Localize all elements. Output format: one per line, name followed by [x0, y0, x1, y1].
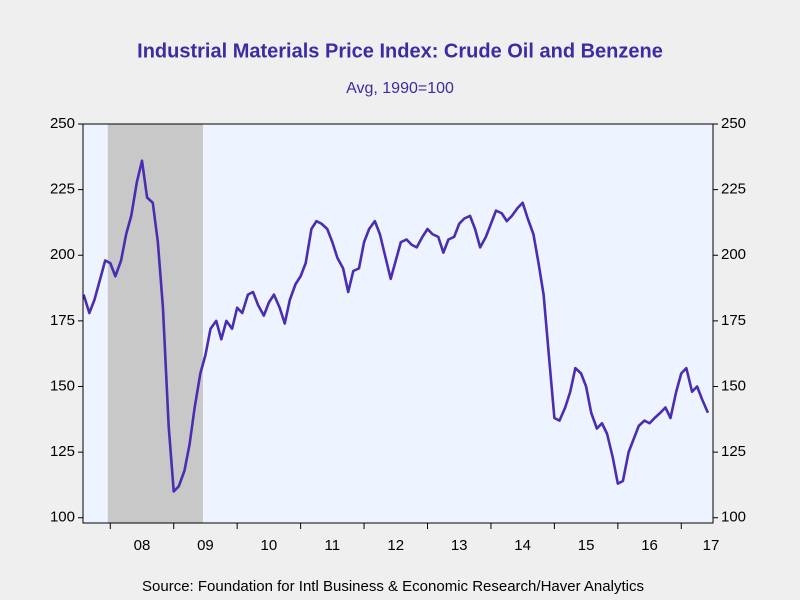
y-tick-label-left: 100 [50, 509, 75, 526]
x-tick-label: 13 [451, 537, 468, 554]
y-tick-label-right: 200 [721, 246, 746, 263]
x-tick-label: 17 [703, 537, 720, 554]
recession-band [107, 124, 203, 523]
x-tick-label: 15 [578, 537, 595, 554]
y-tick-label-left: 150 [50, 377, 75, 394]
chart-title: Industrial Materials Price Index: Crude … [137, 40, 663, 62]
y-tick-label-right: 250 [721, 115, 746, 132]
y-tick-label-right: 100 [721, 509, 746, 526]
y-tick-label-left: 125 [50, 443, 75, 460]
y-tick-label-left: 250 [50, 115, 75, 132]
y-tick-label-right: 150 [721, 377, 746, 394]
x-tick-label: 12 [387, 537, 404, 554]
y-tick-label-right: 225 [721, 181, 746, 198]
x-tick-label: 10 [261, 537, 278, 554]
source-note: Source: Foundation for Intl Business & E… [142, 578, 644, 595]
plot-frame [82, 123, 714, 524]
x-tick-label: 08 [134, 537, 151, 554]
price-line [82, 159, 710, 493]
y-tick-label-right: 125 [721, 443, 746, 460]
y-tick-label-left: 200 [50, 246, 75, 263]
x-tick-label: 09 [197, 537, 214, 554]
y-tick-label-left: 225 [50, 181, 75, 198]
chart-subtitle: Avg, 1990=100 [346, 80, 454, 97]
x-tick-label: 14 [514, 537, 531, 554]
x-tick-label: 16 [641, 537, 658, 554]
y-tick-label-right: 175 [721, 312, 746, 329]
x-tick-label: 11 [325, 537, 341, 554]
y-tick-label-left: 175 [50, 312, 75, 329]
